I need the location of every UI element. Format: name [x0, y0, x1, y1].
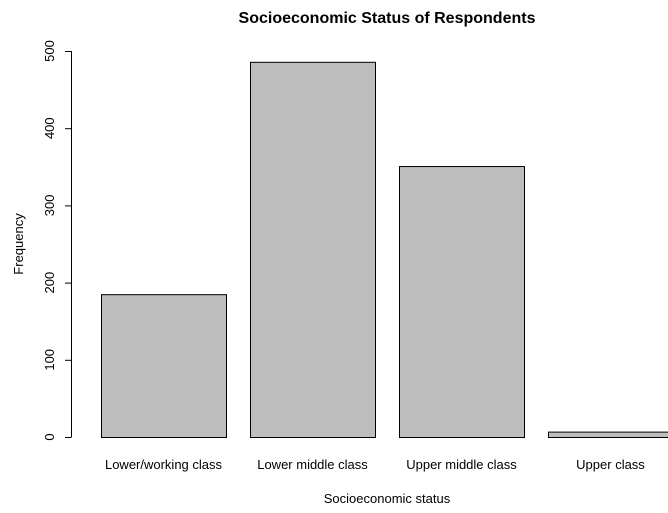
y-tick-label: 0: [42, 433, 57, 440]
y-tick-label: 400: [42, 117, 57, 139]
x-category-label: Lower/working class: [105, 457, 223, 472]
x-category-label: Lower middle class: [257, 457, 368, 472]
y-axis-label: Frequency: [11, 213, 26, 275]
bar-3: [549, 432, 668, 437]
chart-title: Socioeconomic Status of Respondents: [239, 10, 536, 27]
bar-2: [400, 167, 525, 438]
bars-layer: [102, 62, 668, 437]
bar-0: [102, 295, 227, 438]
y-tick-label: 100: [42, 349, 57, 371]
x-category-label: Upper class: [576, 457, 645, 472]
x-category-label: Upper middle class: [406, 457, 517, 472]
bar-1: [251, 62, 376, 437]
y-tick-label: 300: [42, 195, 57, 217]
y-tick-label: 500: [42, 40, 57, 62]
y-axis: 0 100 200 300 400 500: [42, 40, 72, 440]
y-tick-label: 200: [42, 272, 57, 294]
x-axis-label: Socioeconomic status: [324, 491, 451, 506]
x-axis-categories: Lower/working class Lower middle class Upp…: [105, 457, 645, 472]
